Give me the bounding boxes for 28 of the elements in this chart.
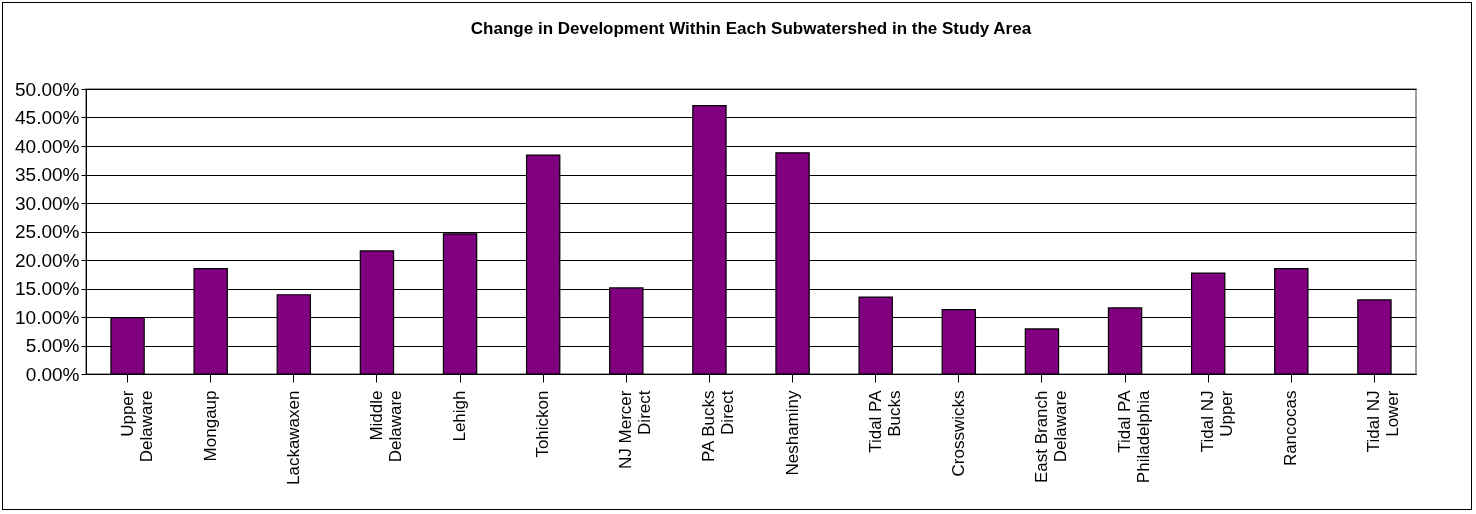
y-tick-label: 35.00%: [15, 164, 80, 185]
y-tick-label: 20.00%: [15, 249, 80, 271]
x-tick-label: PA Bucks Direct: [699, 390, 738, 462]
x-tick-label: Mongaup: [200, 390, 220, 462]
x-tick-label: Neshaminy: [782, 390, 802, 476]
y-tick-label: 15.00%: [15, 278, 80, 299]
y-tick-label: 30.00%: [15, 192, 80, 214]
y-tick-label: 25.00%: [15, 221, 80, 242]
x-tick-label: Tidal PA Philadelphia: [1115, 389, 1154, 484]
x-tick-label: Tohickon: [533, 390, 553, 458]
x-tick-label: Tidal NJ Lower: [1364, 390, 1403, 453]
x-tick-label: Crosswicks: [948, 390, 968, 477]
y-tick-label: 0.00%: [25, 363, 80, 385]
x-tick-label: Tidal PA Bucks: [865, 389, 904, 453]
x-tick-label: East Branch Delaware: [1031, 390, 1070, 484]
x-tick-label: Upper Delaware: [117, 390, 156, 463]
x-tick-label: Lackawaxen: [283, 390, 303, 486]
x-tick-label: Tidal NJ Upper: [1198, 390, 1237, 453]
x-tick-label: Rancocas: [1281, 390, 1301, 467]
y-tick-label: 10.00%: [15, 306, 80, 328]
x-tick-label: Middle Delaware: [366, 390, 405, 463]
y-tick-label: 5.00%: [25, 335, 80, 356]
y-tick-label: 45.00%: [15, 107, 80, 128]
x-tick-label: NJ Mercer Direct: [616, 390, 655, 469]
x-tick-label: Lehigh: [450, 390, 470, 442]
chart-title: Change in Development Within Each Subwatershed in the Study Area: [470, 19, 1032, 38]
y-tick-label: 50.00%: [15, 78, 80, 100]
y-tick-label: 40.00%: [15, 135, 80, 157]
